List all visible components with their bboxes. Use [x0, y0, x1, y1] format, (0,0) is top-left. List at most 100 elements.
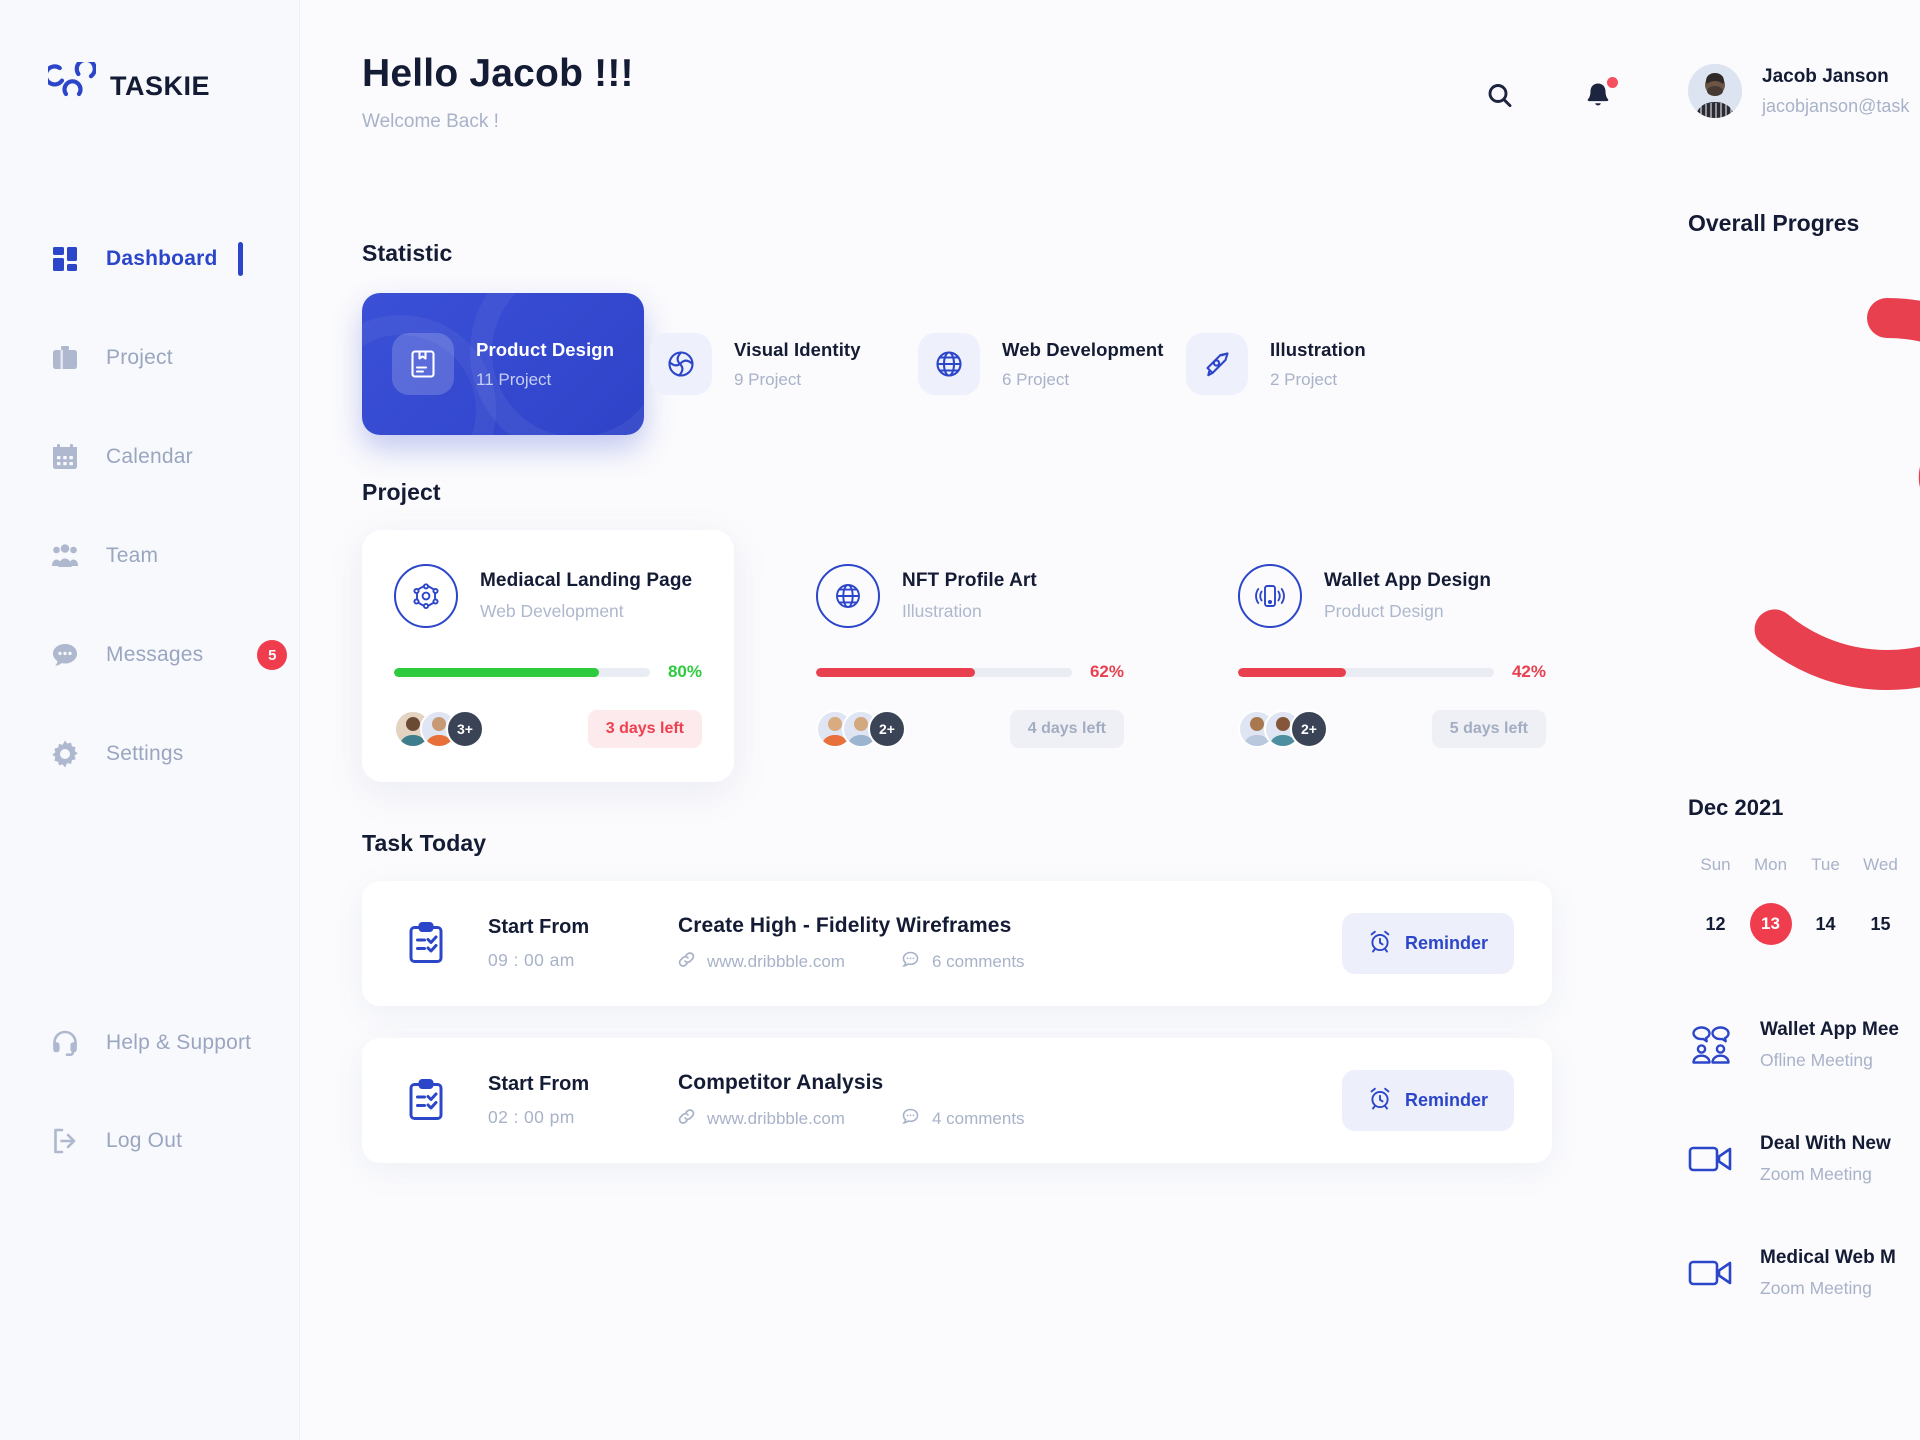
notification-dot — [1607, 77, 1618, 88]
task-main: Create High - Fidelity Wireframes www.dr… — [678, 914, 1342, 974]
sidebar-item-label: Calendar — [106, 445, 193, 468]
sidebar-item-project[interactable]: Project — [0, 327, 299, 389]
meeting-item[interactable]: Medical Web M Zoom Meeting — [1688, 1247, 1920, 1299]
calendar-day[interactable]: Tue 14 — [1798, 855, 1853, 945]
meeting-name: Deal With New — [1760, 1133, 1891, 1154]
due-badge: 5 days left — [1431, 710, 1546, 748]
task-start-block: Start From 09 : 00 am — [488, 916, 678, 971]
headset-icon — [50, 1028, 80, 1058]
greeting-block: Hello Jacob !!! Welcome Back ! — [362, 52, 634, 133]
active-indicator — [238, 242, 243, 276]
avatar-more-count: 2+ — [868, 710, 906, 748]
reminder-button[interactable]: Reminder — [1341, 1070, 1514, 1131]
top-actions — [1478, 52, 1620, 118]
task-link-text: www.dribbble.com — [707, 1108, 845, 1128]
project-progress: 62% — [816, 662, 1124, 682]
sidebar-item-team[interactable]: Team — [0, 525, 299, 587]
project-card-wallet-app-design[interactable]: Wallet App Design Product Design 42% 2+ — [1206, 530, 1578, 782]
meeting-type: Zoom Meeting — [1760, 1164, 1872, 1184]
reminder-button[interactable]: Reminder — [1341, 913, 1514, 974]
stat-projects: 6 Project — [1002, 369, 1070, 389]
task-today-section: Task Today Start From 09 : 00 am Create … — [362, 830, 1620, 1163]
calendar-date-today-value: 13 — [1749, 903, 1792, 945]
profile-block[interactable]: Jacob Janson jacobjanson@task — [1620, 0, 1909, 118]
stat-card-product-design[interactable]: Product Design 11 Project — [362, 293, 644, 435]
alarm-icon — [1368, 929, 1392, 958]
calendar-date-today: 13 — [1743, 903, 1798, 945]
globe-outline-icon — [816, 564, 880, 628]
document-icon — [392, 333, 454, 395]
sidebar-bottom-nav: Help & Support Log Out — [0, 1012, 299, 1208]
calendar-dow: Tue — [1811, 855, 1840, 874]
taskie-logo-icon — [43, 57, 97, 110]
search-icon[interactable] — [1478, 74, 1522, 118]
overall-progress-donut: 61% Task Finis — [1672, 279, 1920, 709]
calendar-day[interactable]: Wed 15 — [1853, 855, 1908, 945]
calendar-dow: Sun — [1700, 855, 1731, 874]
sidebar-item-logout[interactable]: Log Out — [0, 1110, 299, 1172]
bell-icon[interactable] — [1576, 74, 1620, 118]
meeting-item[interactable]: Wallet App Mee Ofline Meeting — [1688, 1019, 1920, 1071]
task-comments-text: 4 comments — [931, 1108, 1025, 1128]
sidebar-item-label: Settings — [106, 742, 184, 765]
sidebar-item-help-support[interactable]: Help & Support — [0, 1012, 299, 1074]
right-panel: Jacob Janson jacobjanson@task Overall Pr… — [1620, 0, 1920, 1440]
project-head: Wallet App Design Product Design — [1238, 564, 1546, 628]
statistic-cards: Product Design 11 Project Visual Identit… — [362, 293, 1620, 435]
sidebar: TASKIE Dashboard Project Calenda — [0, 0, 300, 1440]
stat-card-visual-identity[interactable]: Visual Identity 9 Project — [644, 293, 912, 435]
people-icon — [50, 541, 80, 571]
project-category: Illustration — [902, 601, 982, 621]
link-icon — [678, 1108, 695, 1130]
project-card-medical-landing-page[interactable]: Mediacal Landing Page Web Development 80… — [362, 530, 734, 782]
task-comments[interactable]: 6 comments — [901, 950, 1025, 974]
calendar-dow: Wed — [1863, 855, 1898, 874]
donut-center-label: 61% Task Finis — [1672, 279, 1920, 709]
project-head: NFT Profile Art Illustration — [816, 564, 1124, 628]
calendar-day[interactable]: Sun 12 — [1688, 855, 1743, 945]
meeting-type: Zoom Meeting — [1760, 1278, 1872, 1298]
welcome-subtitle: Welcome Back ! — [362, 110, 499, 132]
logout-icon — [50, 1126, 80, 1156]
task-comments[interactable]: 4 comments — [901, 1107, 1025, 1131]
calendar-date: 14 — [1815, 913, 1836, 934]
stat-projects: 11 Project — [476, 369, 552, 389]
sidebar-item-calendar[interactable]: Calendar — [0, 426, 299, 488]
stat-projects: 9 Project — [734, 369, 802, 389]
stat-card-web-development[interactable]: Web Development 6 Project — [912, 293, 1180, 435]
progress-bar — [816, 667, 1072, 677]
sidebar-item-dashboard[interactable]: Dashboard — [0, 228, 299, 290]
project-card-nft-profile-art[interactable]: NFT Profile Art Illustration 62% 2+ — [784, 530, 1156, 782]
calendar-day[interactable]: Mon 13 — [1743, 855, 1798, 945]
alarm-icon — [1368, 1086, 1392, 1115]
chat-icon — [50, 640, 80, 670]
stat-name: Illustration — [1270, 338, 1366, 360]
sidebar-item-settings[interactable]: Settings — [0, 723, 299, 785]
video-camera-icon — [1688, 1136, 1734, 1182]
stat-card-illustration[interactable]: Illustration 2 Project — [1180, 293, 1448, 435]
task-start-time: 02 : 00 pm — [488, 1107, 575, 1127]
task-row[interactable]: Start From 09 : 00 am Create High - Fide… — [362, 881, 1552, 1006]
task-link[interactable]: www.dribbble.com — [678, 1108, 845, 1130]
task-row[interactable]: Start From 02 : 00 pm Competitor Analysi… — [362, 1038, 1552, 1163]
due-badge: 3 days left — [587, 710, 702, 748]
project-footer: 3+ 3 days left — [394, 710, 702, 748]
avatar — [1688, 64, 1742, 118]
project-name: Mediacal Landing Page — [480, 570, 693, 591]
sidebar-item-label: Project — [106, 346, 173, 369]
project-cards: Mediacal Landing Page Web Development 80… — [362, 530, 1620, 782]
calendar-month: Dec 2021 — [1688, 795, 1784, 820]
task-link[interactable]: www.dribbble.com — [678, 951, 845, 973]
progress-percent: 62% — [1089, 662, 1124, 681]
group-meeting-icon — [1688, 1022, 1734, 1068]
project-head: Mediacal Landing Page Web Development — [394, 564, 702, 628]
overall-progress-title: Overall Progres — [1688, 210, 1860, 236]
sidebar-item-messages[interactable]: Messages 5 — [0, 624, 299, 686]
progress-percent: 80% — [667, 662, 702, 681]
stat-text: Visual Identity 9 Project — [734, 339, 861, 390]
task-name: Competitor Analysis — [678, 1070, 884, 1094]
page-title: Hello Jacob !!! — [362, 52, 634, 95]
meeting-item[interactable]: Deal With New Zoom Meeting — [1688, 1133, 1920, 1185]
task-comments-text: 6 comments — [931, 951, 1025, 971]
